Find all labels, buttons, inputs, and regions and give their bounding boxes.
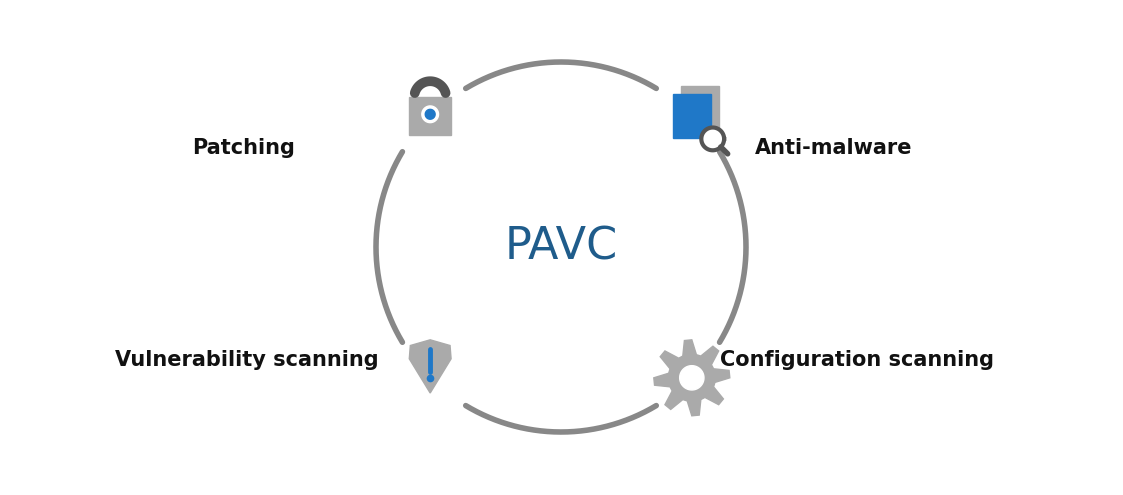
Polygon shape <box>409 340 451 393</box>
Text: Patching: Patching <box>192 138 295 158</box>
Bar <box>673 95 711 138</box>
Polygon shape <box>654 340 730 416</box>
Polygon shape <box>702 128 724 150</box>
Bar <box>409 97 451 135</box>
Text: Configuration scanning: Configuration scanning <box>720 350 994 370</box>
Polygon shape <box>422 106 439 123</box>
Text: PAVC: PAVC <box>504 226 618 268</box>
Text: Anti-malware: Anti-malware <box>755 138 913 158</box>
Text: Vulnerability scanning: Vulnerability scanning <box>115 350 378 370</box>
Bar <box>682 86 719 130</box>
Polygon shape <box>426 109 435 119</box>
Polygon shape <box>679 366 704 390</box>
